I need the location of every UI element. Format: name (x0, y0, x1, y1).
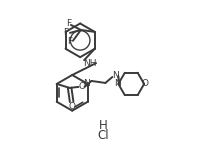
Text: NH: NH (83, 59, 96, 68)
Text: O: O (68, 102, 75, 111)
Text: F: F (66, 19, 71, 28)
Text: O: O (78, 82, 85, 91)
Text: N: N (113, 79, 120, 88)
Text: N: N (83, 79, 90, 88)
Text: N: N (111, 71, 118, 81)
Text: F: F (63, 28, 68, 37)
Text: Cl: Cl (97, 129, 108, 142)
Text: O: O (141, 79, 148, 88)
Text: H: H (98, 119, 107, 132)
Text: F: F (67, 37, 72, 46)
